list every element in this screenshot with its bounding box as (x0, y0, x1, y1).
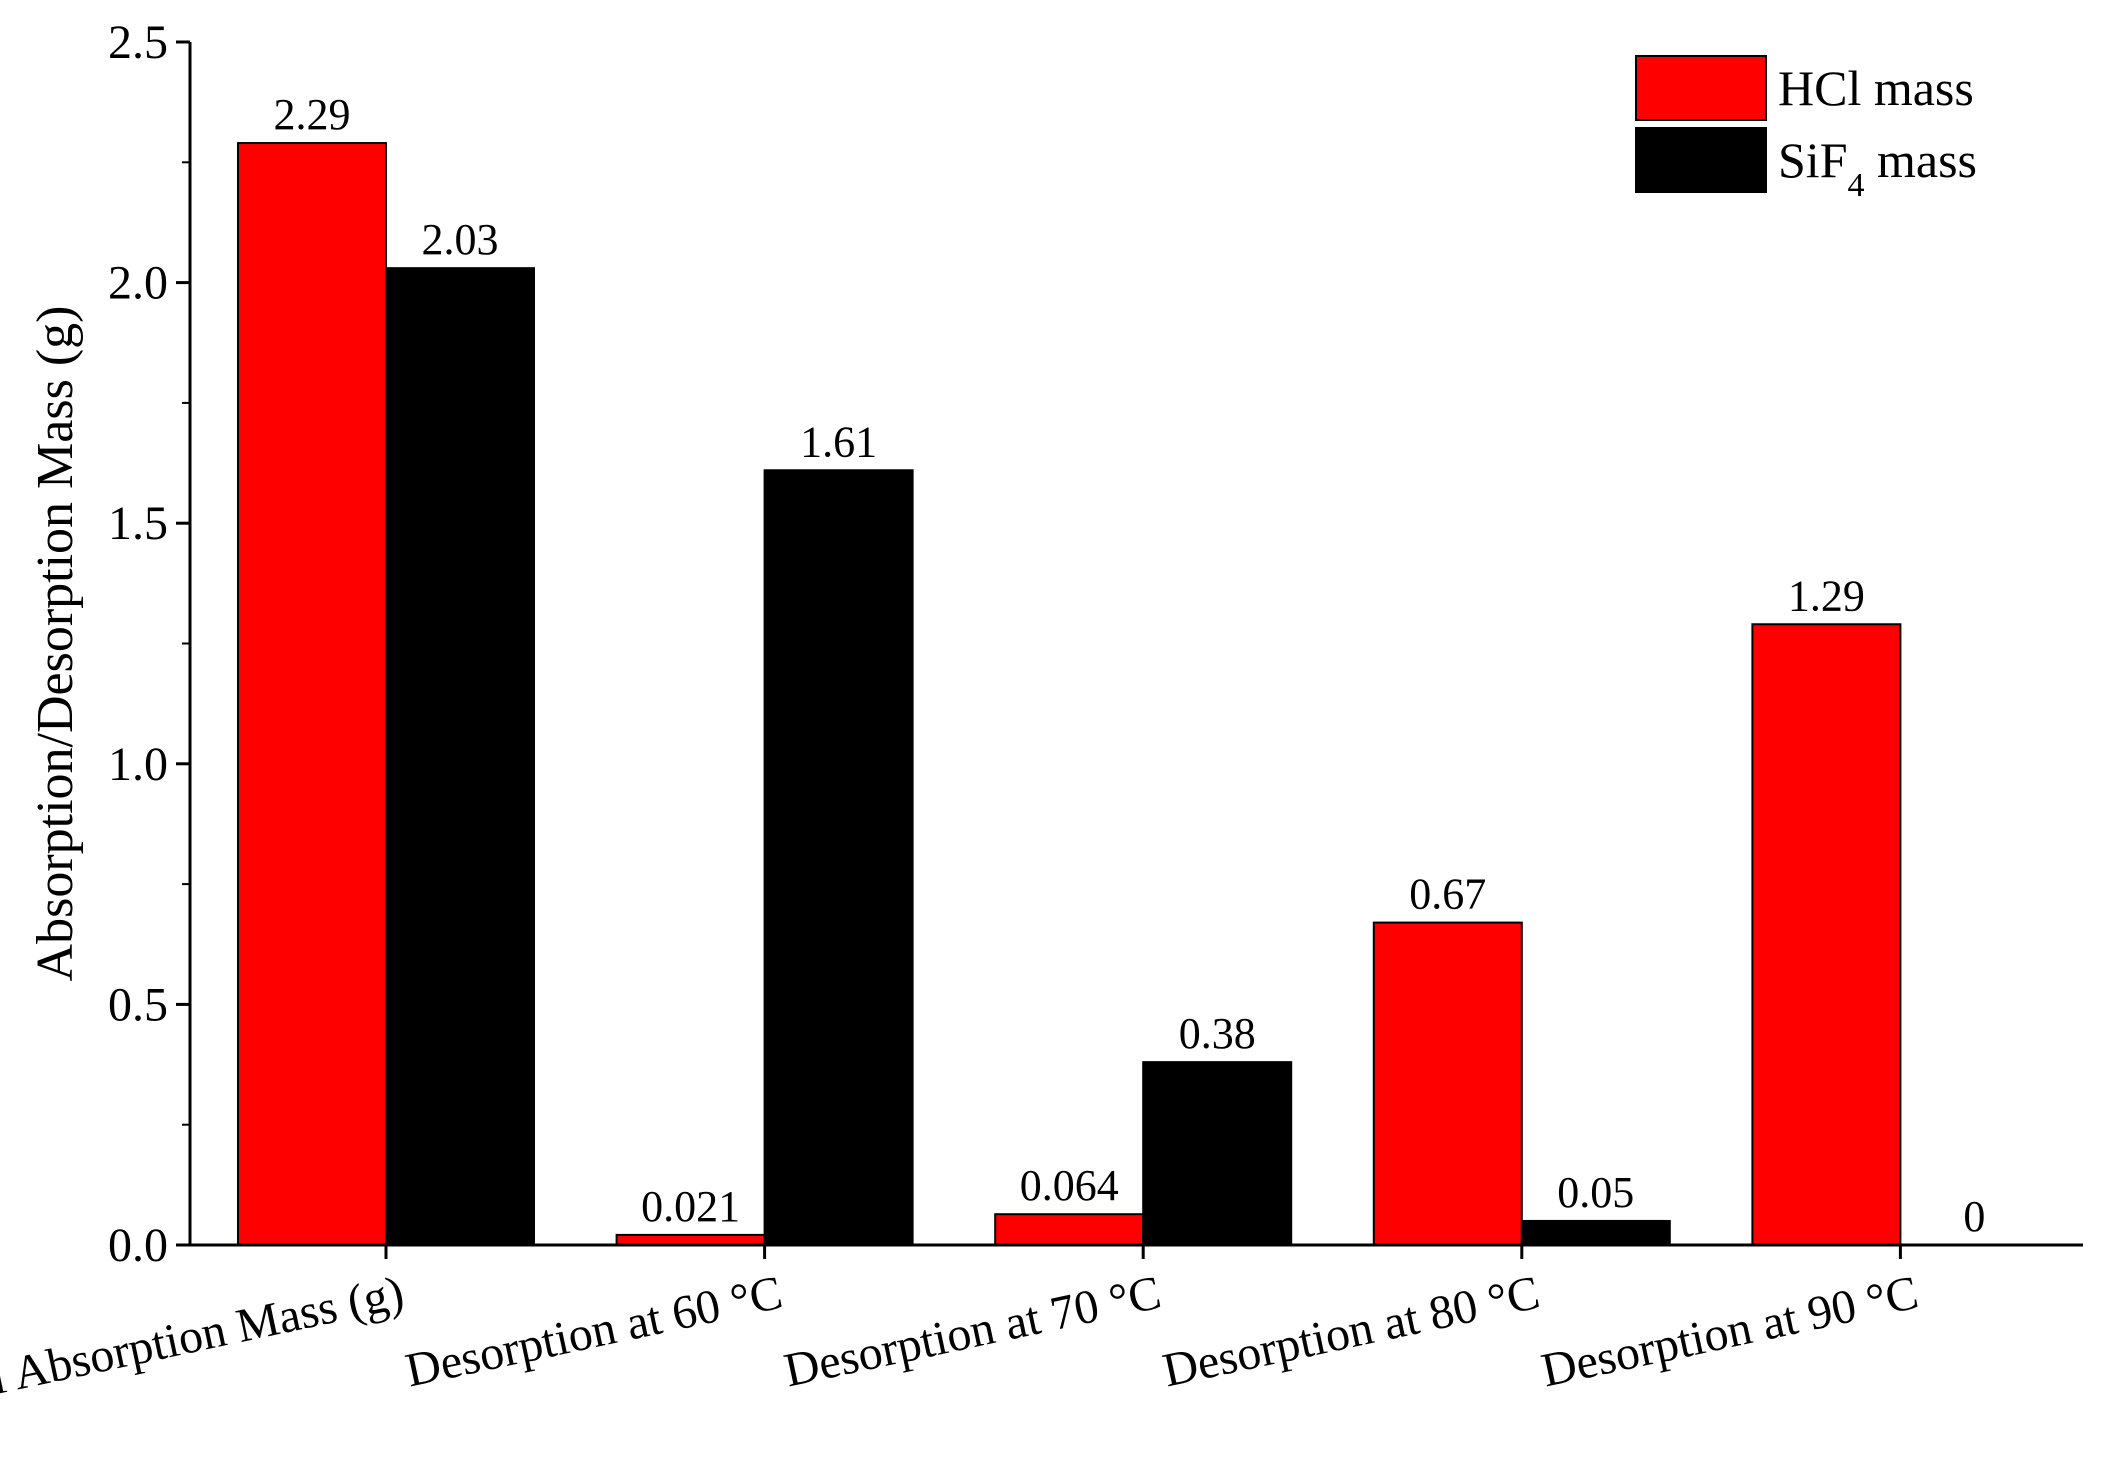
x-category-label-4: Desorption at 90 °C (1537, 1266, 1923, 1398)
legend-label-sif4: SiF4 mass (1778, 132, 1977, 204)
data-label-hcl-1: 0.021 (641, 1182, 740, 1231)
bar-sif4-3 (1520, 1219, 1671, 1246)
bar-hcl-3 (1372, 921, 1523, 1246)
data-label-sif4-1: 1.61 (800, 417, 877, 466)
bars-layer (237, 142, 1902, 1247)
bar-sif4-0 (385, 267, 535, 1246)
bar-sif4-2 (1142, 1061, 1293, 1247)
x-category-label-0: Initial Absorption Mass (g) (0, 1266, 408, 1426)
y-tick-label-0: 0.0 (108, 1219, 168, 1272)
data-label-sif4-2: 0.38 (1179, 1009, 1256, 1058)
data-label-sif4-4: 0 (1963, 1192, 1985, 1241)
bar-hcl-0 (237, 142, 387, 1246)
data-label-hcl-4: 1.29 (1788, 571, 1865, 620)
data-labels-layer: 2.29 0.021 0.064 0.67 1.29 2.03 1.61 0.38 0.05 0 (274, 90, 1986, 1241)
bar-sif4-1 (763, 469, 914, 1246)
y-tick-label-4: 2.0 (108, 257, 168, 310)
y-axis-title: Absorption/Desorption Mass (g) (27, 306, 84, 982)
data-label-sif4-0: 2.03 (422, 215, 499, 264)
y-tick-label-2: 1.0 (108, 738, 168, 791)
legend-label-hcl: HCl mass (1778, 60, 1974, 116)
bar-hcl-1 (615, 1233, 766, 1246)
y-tick-label-3: 1.5 (108, 497, 168, 550)
y-tick-label-1: 0.5 (108, 978, 168, 1031)
legend: HCl mass SiF4 mass (1635, 55, 1977, 204)
x-category-label-2: Desorption at 70 °C (780, 1266, 1166, 1398)
legend-swatch-hcl (1635, 55, 1767, 121)
bar-hcl-2 (994, 1213, 1145, 1247)
x-category-label-3: Desorption at 80 °C (1158, 1266, 1544, 1398)
legend-swatch-sif4 (1635, 127, 1767, 193)
y-tick-label-5: 2.5 (108, 16, 168, 69)
data-label-hcl-2: 0.064 (1020, 1161, 1119, 1210)
data-label-sif4-3: 0.05 (1557, 1168, 1634, 1217)
bar-hcl-4 (1751, 623, 1902, 1246)
x-category-label-1: Desorption at 60 °C (401, 1266, 787, 1398)
data-label-hcl-3: 0.67 (1409, 870, 1486, 919)
data-label-hcl-0: 2.29 (274, 90, 351, 139)
